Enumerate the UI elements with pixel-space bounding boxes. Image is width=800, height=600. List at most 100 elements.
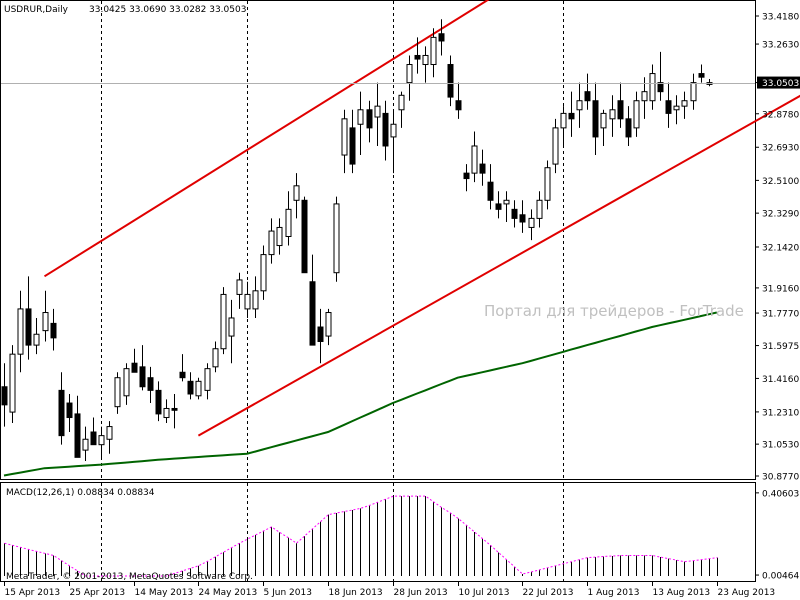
candle [536, 191, 543, 228]
candle-body [325, 312, 332, 337]
candle [455, 82, 462, 119]
time-tick-label: 18 Jun 2013 [329, 588, 383, 598]
candle [139, 345, 146, 391]
candle [252, 276, 259, 318]
candle [641, 77, 648, 119]
candle [382, 100, 389, 161]
price-tick-label: 32.3290 [762, 210, 799, 220]
candle [681, 91, 688, 119]
candle-body [576, 100, 583, 111]
copyright-footer: MetaTrader, © 2001-2013, MetaQuotes Soft… [6, 572, 253, 582]
candle-body [438, 33, 445, 42]
candle-body [139, 366, 146, 388]
current-price-badge [757, 76, 800, 89]
candle [414, 37, 421, 74]
candle [74, 395, 81, 458]
candle-body [9, 353, 16, 413]
candle-body [123, 368, 130, 397]
time-tick-label: 10 Jul 2013 [459, 588, 510, 598]
candle [438, 19, 445, 56]
candle [25, 276, 32, 360]
moving-average-line [3, 311, 718, 477]
macd-tick-label: 0.40603 [762, 489, 799, 499]
price-tick-label: 33.2630 [762, 41, 799, 51]
price-tick-label: 33.4180 [762, 13, 799, 23]
channel-lower-line [197, 94, 800, 437]
candle-body [536, 199, 543, 219]
candle-body [349, 127, 356, 165]
candle-body [625, 118, 632, 138]
candle [98, 426, 105, 460]
candle-body [106, 426, 113, 440]
candle [195, 377, 202, 400]
price-tick-label: 32.1420 [762, 243, 799, 253]
candle [17, 290, 24, 373]
time-tick-label: 15 Apr 2013 [5, 588, 61, 598]
candle [592, 82, 599, 156]
candle-body [568, 112, 575, 120]
candle-body [641, 91, 648, 102]
time-tick-label: 23 Aug 2013 [718, 588, 776, 598]
candle-body [42, 312, 49, 332]
candle-body [382, 112, 389, 147]
price-tick-label: 30.8770 [762, 473, 799, 483]
candle-body [25, 308, 32, 346]
candle [649, 64, 656, 110]
candle [204, 363, 211, 400]
candle [552, 118, 559, 174]
candle [82, 426, 89, 461]
chart-header-symbol: USDRUR,Daily [4, 5, 69, 15]
candle-body [649, 73, 656, 102]
candle [228, 299, 235, 364]
time-tick-label: 13 Aug 2013 [653, 588, 711, 598]
moving-average [3, 311, 718, 477]
candle [398, 91, 405, 128]
price-tick-label: 32.8780 [762, 110, 799, 120]
macd-axis: 0.40603 0.00464 [755, 489, 799, 582]
watermark: Портал для трейдеров - ForTrade [484, 302, 744, 320]
candle-body [592, 100, 599, 138]
candle [106, 421, 113, 454]
candle [341, 109, 348, 174]
candle [617, 82, 624, 128]
candle [495, 191, 502, 219]
candle-body [471, 145, 478, 174]
candle-body [609, 109, 616, 120]
candle-body [33, 333, 40, 346]
candle-body [131, 362, 138, 373]
price-tick-label: 32.6930 [762, 144, 799, 154]
time-tick-label: 24 May 2013 [199, 588, 258, 598]
candle-body [285, 208, 292, 237]
candle [42, 290, 49, 342]
candle-body [317, 326, 324, 342]
candle-body [1, 386, 8, 406]
candle [698, 64, 705, 83]
candle-body [260, 254, 267, 292]
candle [123, 363, 130, 405]
candle-body [665, 100, 672, 114]
price-tick-label: 31.4160 [762, 375, 799, 385]
candle [66, 393, 73, 433]
candle [544, 160, 551, 210]
candle-body [390, 123, 397, 138]
candle-body [301, 199, 308, 274]
time-tick-label: 5 Jun 2013 [264, 588, 312, 598]
candle [260, 245, 267, 300]
candle-body [268, 230, 275, 256]
candle [657, 51, 664, 101]
candle-body [58, 389, 65, 437]
candle-body [147, 377, 154, 391]
candle-body [357, 109, 364, 125]
candle-body [212, 348, 219, 368]
price-tick-label: 31.5975 [762, 342, 799, 352]
candle [155, 381, 162, 422]
candle-body [463, 172, 470, 180]
candle-body [341, 118, 348, 156]
candle-body [544, 167, 551, 201]
candle-body [276, 226, 283, 247]
candle [333, 196, 340, 282]
candle [301, 196, 308, 274]
candle-body [560, 112, 567, 129]
candle [285, 191, 292, 246]
candle-body [114, 377, 121, 408]
